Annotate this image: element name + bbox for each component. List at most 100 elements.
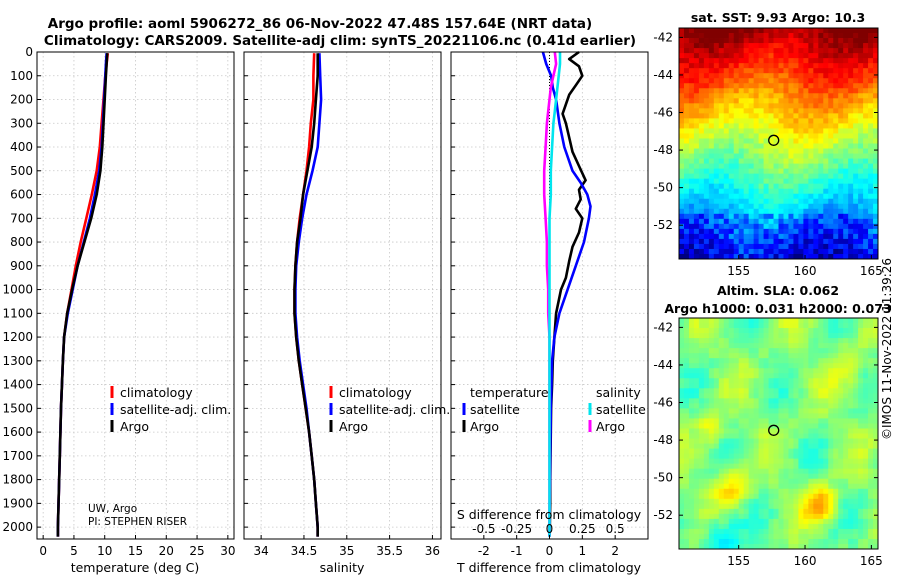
heatmap-cell	[778, 223, 784, 230]
heatmap-cell	[718, 328, 725, 334]
heatmap-cell	[778, 123, 784, 129]
heatmap-cell	[838, 38, 844, 44]
heatmap-cell	[783, 53, 789, 59]
heatmap-cell	[853, 443, 859, 449]
map-y-tick-label: -46	[653, 396, 673, 410]
heatmap-cell	[688, 113, 695, 119]
heatmap-cell	[838, 398, 844, 404]
heatmap-cell	[853, 483, 859, 490]
heatmap-cell	[688, 523, 695, 530]
heatmap-cell	[738, 193, 745, 200]
heatmap-cell	[833, 73, 839, 79]
heatmap-cell	[703, 543, 710, 550]
heatmap-cell	[748, 343, 755, 349]
heatmap-cell	[753, 493, 760, 500]
heatmap-cell	[848, 373, 854, 379]
heatmap-cell	[763, 113, 769, 119]
heatmap-cell	[808, 93, 814, 99]
difference-legend-temp-argo: Argo	[470, 419, 499, 434]
heatmap-cell	[768, 208, 774, 215]
heatmap-cell	[718, 183, 725, 190]
heatmap-cell	[758, 498, 764, 505]
heatmap-cell	[868, 388, 874, 394]
heatmap-cell	[828, 213, 834, 220]
heatmap-cell	[763, 448, 769, 454]
heatmap-cell	[763, 98, 769, 104]
heatmap-cell	[718, 463, 725, 470]
heatmap-cell	[733, 63, 740, 69]
heatmap-cell	[753, 353, 760, 359]
heatmap-cell	[768, 463, 774, 470]
heatmap-cell	[788, 168, 794, 175]
heatmap-cell	[783, 108, 789, 114]
heatmap-cell	[863, 63, 869, 69]
heatmap-cell	[823, 488, 829, 495]
heatmap-cell	[683, 333, 690, 339]
heatmap-cell	[718, 98, 725, 104]
heatmap-cell	[808, 253, 814, 260]
heatmap-cell	[843, 163, 849, 170]
heatmap-cell	[863, 43, 869, 49]
heatmap-cell	[688, 83, 695, 89]
heatmap-cell	[783, 203, 789, 210]
heatmap-cell	[783, 103, 789, 109]
difference-profile-panel: -2 -1 0 1 2-0.5 -0.25 0 0.25 0.5 T difference fr…	[450, 50, 649, 575]
heatmap-cell	[833, 428, 839, 434]
heatmap-cell	[723, 378, 730, 384]
heatmap-cell	[733, 333, 740, 339]
heatmap-cell	[743, 513, 750, 520]
heatmap-cell	[788, 163, 794, 170]
heatmap-cell	[833, 448, 839, 454]
heatmap-cell	[873, 428, 879, 434]
heatmap-cell	[679, 118, 685, 124]
heatmap-cell	[798, 408, 804, 414]
heatmap-cell	[823, 158, 829, 164]
heatmap-cell	[838, 433, 844, 439]
heatmap-cell	[828, 483, 834, 490]
heatmap-cell	[683, 433, 690, 439]
heatmap-cell	[803, 423, 809, 429]
heatmap-cell	[828, 393, 834, 399]
heatmap-cell	[688, 403, 695, 409]
heatmap-cell	[743, 238, 750, 245]
heatmap-cell	[833, 478, 839, 485]
heatmap-cell	[728, 343, 735, 349]
heatmap-cell	[748, 103, 755, 109]
heatmap-cell	[698, 483, 705, 490]
heatmap-cell	[863, 533, 869, 540]
heatmap-cell	[728, 373, 735, 379]
heatmap-cell	[848, 503, 854, 510]
heatmap-cell	[763, 118, 769, 124]
heatmap-cell	[723, 98, 730, 104]
heatmap-cell	[828, 78, 834, 84]
heatmap-cell	[818, 508, 824, 515]
heatmap-cell	[773, 478, 779, 485]
heatmap-cell	[798, 328, 804, 334]
heatmap-cell	[823, 213, 829, 220]
heatmap-cell	[758, 183, 764, 190]
heatmap-cell	[798, 73, 804, 79]
heatmap-cell	[823, 148, 829, 154]
heatmap-cell	[838, 323, 844, 329]
heatmap-cell	[783, 48, 789, 54]
heatmap-cell	[743, 163, 750, 170]
heatmap-cell	[838, 333, 844, 339]
heatmap-cell	[778, 403, 784, 409]
heatmap-cell	[803, 128, 809, 134]
heatmap-cell	[743, 358, 750, 364]
heatmap-cell	[708, 208, 715, 215]
heatmap-cell	[763, 253, 769, 260]
heatmap-cell	[818, 418, 824, 424]
heatmap-cell	[708, 528, 715, 535]
heatmap-cell	[763, 28, 769, 34]
heatmap-cell	[763, 188, 769, 195]
heatmap-cell	[718, 318, 725, 324]
heatmap-cell	[828, 343, 834, 349]
heatmap-cell	[863, 108, 869, 114]
heatmap-cell	[763, 438, 769, 444]
heatmap-cell	[793, 508, 799, 515]
heatmap-cell	[823, 173, 829, 180]
heatmap-cell	[868, 503, 874, 510]
heatmap-cell	[858, 188, 864, 195]
map-y-tick-label: -50	[653, 471, 673, 485]
